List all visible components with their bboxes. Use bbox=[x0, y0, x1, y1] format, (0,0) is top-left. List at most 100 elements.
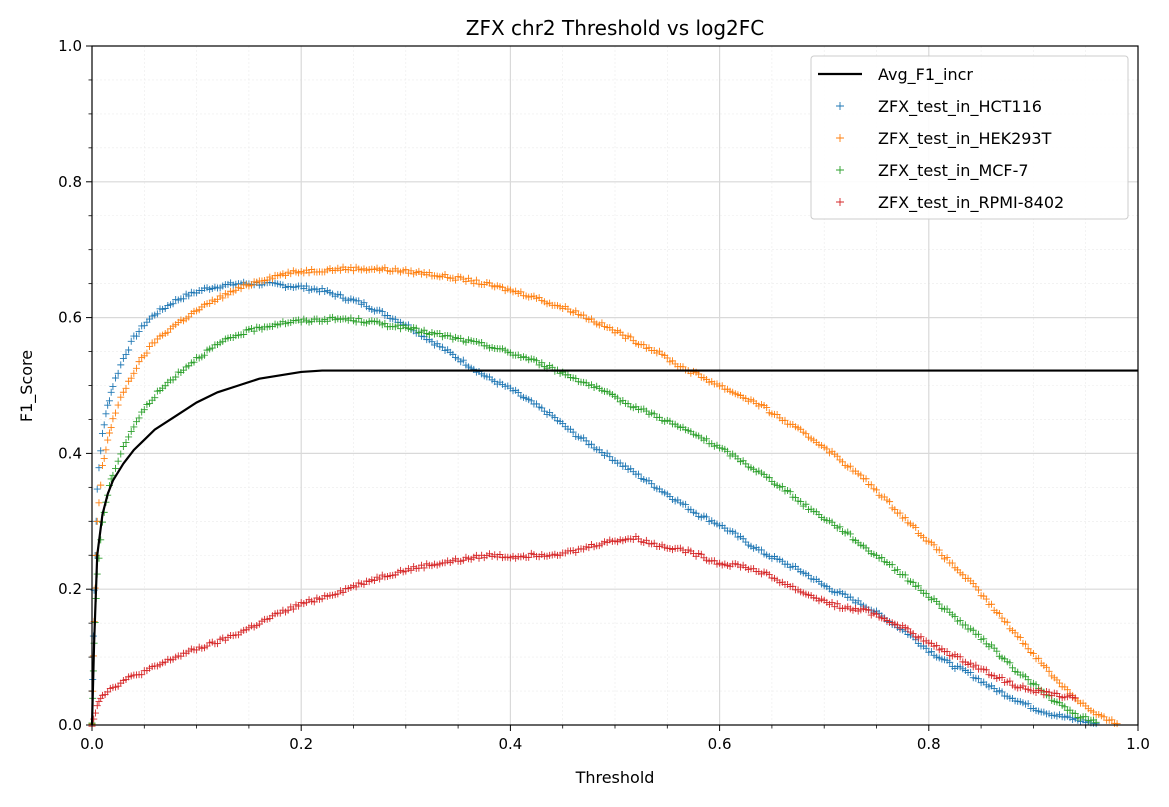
data-point bbox=[873, 486, 880, 494]
y-tick-label: 0.0 bbox=[58, 716, 82, 734]
data-point bbox=[289, 605, 297, 613]
series-layer bbox=[88, 263, 1121, 730]
data-point bbox=[1024, 645, 1032, 653]
x-tick-label: 0.6 bbox=[708, 735, 732, 753]
data-point bbox=[836, 523, 844, 531]
data-point bbox=[127, 427, 135, 435]
y-tick-label: 0.6 bbox=[58, 309, 82, 327]
x-tick-label: 0.8 bbox=[917, 735, 941, 753]
data-point bbox=[525, 553, 533, 561]
data-point bbox=[648, 480, 656, 488]
data-point bbox=[805, 571, 813, 579]
data-point bbox=[878, 553, 886, 561]
data-point bbox=[1113, 720, 1121, 728]
data-point bbox=[119, 443, 127, 451]
data-point bbox=[135, 358, 143, 366]
data-point bbox=[969, 626, 977, 634]
data-point bbox=[703, 435, 711, 443]
data-point bbox=[993, 647, 1001, 655]
data-point bbox=[927, 648, 935, 656]
data-point bbox=[703, 513, 711, 521]
data-point bbox=[1006, 659, 1014, 667]
data-point bbox=[1003, 618, 1011, 626]
data-point bbox=[603, 449, 611, 457]
data-point bbox=[122, 351, 130, 359]
data-point bbox=[102, 410, 110, 418]
data-point bbox=[901, 571, 909, 579]
data-point bbox=[119, 388, 127, 396]
data-point bbox=[125, 346, 133, 354]
data-point bbox=[1029, 650, 1037, 658]
x-tick-label: 1.0 bbox=[1126, 735, 1150, 753]
data-point bbox=[514, 388, 522, 396]
data-point bbox=[459, 356, 467, 364]
data-point bbox=[980, 635, 988, 643]
data-point bbox=[1006, 677, 1014, 685]
data-point bbox=[909, 578, 917, 586]
data-point bbox=[974, 586, 982, 594]
data-point bbox=[122, 384, 130, 392]
data-point bbox=[93, 485, 101, 493]
data-point bbox=[102, 446, 110, 454]
x-axis-label: Threshold bbox=[575, 768, 655, 787]
data-point bbox=[917, 633, 925, 641]
data-point bbox=[107, 388, 115, 396]
data-point bbox=[517, 288, 525, 296]
data-point bbox=[802, 500, 810, 508]
data-point bbox=[935, 546, 943, 554]
data-point bbox=[472, 276, 480, 284]
data-point bbox=[533, 357, 541, 365]
data-point bbox=[967, 659, 975, 667]
data-point bbox=[614, 394, 622, 402]
data-point bbox=[988, 600, 996, 608]
data-point bbox=[972, 661, 980, 669]
data-point bbox=[538, 359, 546, 367]
data-point bbox=[107, 423, 115, 431]
series-ZFX_test_in_MCF-7 bbox=[88, 313, 1100, 727]
legend-marker-swatch bbox=[836, 198, 844, 206]
data-point bbox=[982, 595, 990, 603]
data-point bbox=[912, 523, 920, 531]
data-point bbox=[1071, 710, 1079, 718]
data-point bbox=[93, 702, 101, 710]
data-point bbox=[763, 403, 771, 411]
data-point bbox=[901, 514, 909, 522]
data-point bbox=[117, 361, 125, 369]
y-axis-label: F1_Score bbox=[17, 350, 37, 422]
data-point bbox=[922, 589, 930, 597]
data-point bbox=[857, 471, 865, 479]
data-point bbox=[1108, 716, 1116, 724]
data-point bbox=[846, 462, 854, 470]
data-point bbox=[995, 610, 1003, 618]
axis-ticks: 0.0 0.2 0.4 0.6 0.8 1.0 0.0 0.2 0.4 0.6 0.8 1.0 bbox=[58, 37, 1150, 753]
data-point bbox=[682, 500, 690, 508]
data-point bbox=[350, 267, 357, 275]
data-point bbox=[893, 566, 901, 574]
data-point bbox=[828, 599, 836, 607]
data-point bbox=[323, 317, 331, 325]
legend: Avg_F1_incr ZFX_test_in_HCT116 ZFX_test_in… bbox=[810, 55, 1129, 220]
data-point bbox=[572, 307, 580, 315]
data-point bbox=[930, 541, 938, 549]
data-point bbox=[650, 410, 658, 418]
data-point bbox=[606, 453, 614, 461]
data-point bbox=[180, 295, 188, 303]
data-point bbox=[598, 319, 606, 327]
data-point bbox=[914, 582, 922, 590]
data-point bbox=[117, 393, 125, 401]
data-point bbox=[190, 358, 198, 366]
y-tick-label: 0.4 bbox=[58, 444, 82, 462]
data-point bbox=[1024, 700, 1032, 708]
legend-label: ZFX_test_in_HEK293T bbox=[878, 129, 1052, 149]
data-point bbox=[125, 433, 133, 441]
data-point bbox=[250, 327, 258, 335]
data-point bbox=[846, 530, 854, 538]
legend-label: ZFX_test_in_HCT116 bbox=[878, 97, 1042, 117]
data-point bbox=[132, 332, 140, 340]
data-point bbox=[93, 517, 101, 525]
data-point bbox=[627, 333, 635, 341]
data-point bbox=[951, 612, 959, 620]
data-point bbox=[112, 464, 120, 472]
